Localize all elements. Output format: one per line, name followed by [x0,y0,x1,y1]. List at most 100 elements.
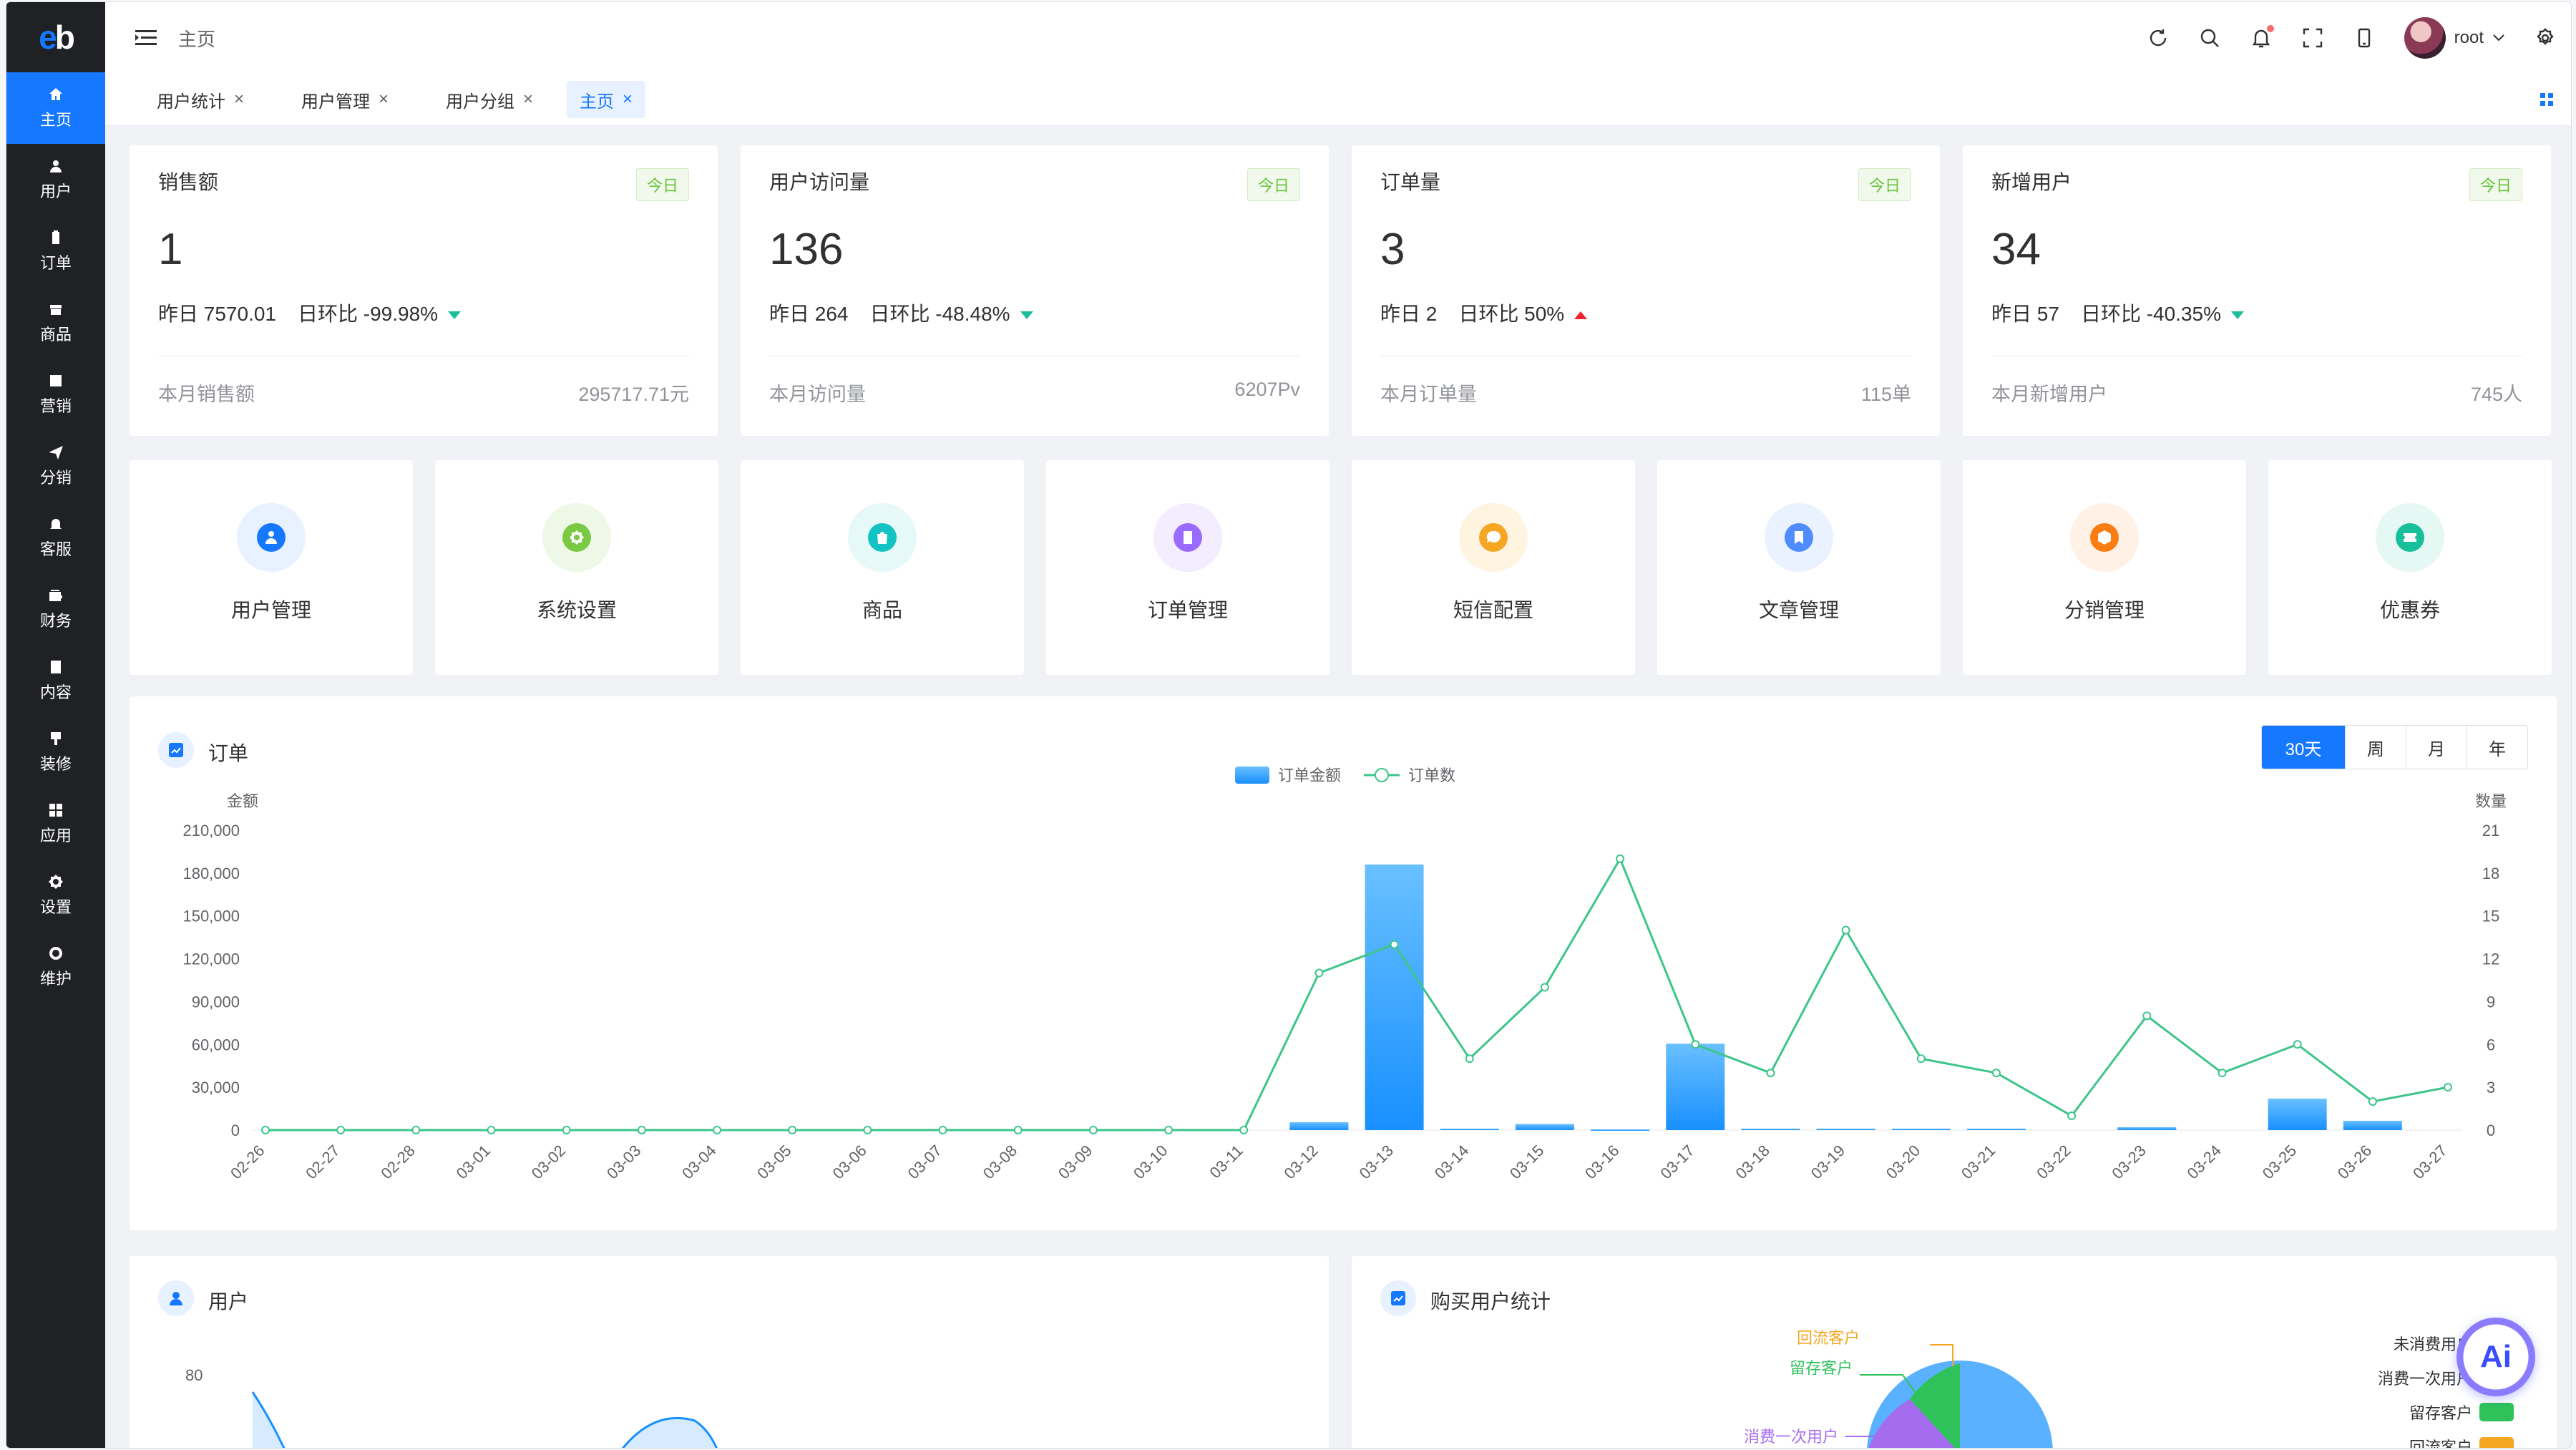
chart-point [1239,1126,1249,1134]
buyer-pie-chart: 回流客户 留存客户 消费一次用户 [1744,1329,2053,1448]
sidebar-item-0[interactable]: 主页 [6,72,105,144]
order-section-title: 订单 [208,742,249,764]
x-tick-label: 03-27 [2409,1142,2450,1182]
chart-icon [50,375,62,386]
brush-icon [51,732,61,745]
y-tick-label: 180,000 [182,865,240,882]
chart-point [1616,854,1625,863]
chart-point [1164,1126,1174,1134]
buyer-label-retain: 留存客户 [1790,1359,1853,1377]
tab-1[interactable]: 用户管理 × [288,81,401,118]
sidebar-item-6[interactable]: 客服 [6,502,105,573]
y-tick-label: 60,000 [192,1036,240,1054]
range-option-3[interactable]: 年 [2467,726,2527,769]
tab-label: 用户分组 [446,92,514,112]
shortcut-icon-wrap [2070,503,2139,572]
buyer-legend-item[interactable]: 留存客户 [2409,1401,2514,1424]
sidebar-item-12[interactable]: 维护 [6,931,105,1003]
sidebar-item-4[interactable]: 营销 [6,359,105,430]
tab-grid-icon[interactable] [2538,91,2555,108]
sidebar-item-7[interactable]: 财务 [6,573,105,645]
stat-foot-label: 本月访问量 [769,384,866,405]
order-chart-card: 订单 30天周月年 金额 数量 0 30,000 60,000 90,000 120,000… [130,696,2557,1230]
x-tick-label: 03-05 [753,1142,794,1182]
chart-bar [2117,1127,2177,1130]
range-option-2[interactable]: 月 [2406,726,2467,769]
mobile-icon[interactable] [2353,26,2376,49]
range-option-0[interactable]: 30天 [2262,726,2345,769]
clipboard-icon [52,230,59,244]
stat-value: 136 [769,225,844,274]
chevron-down-icon [2493,34,2504,42]
stat-foot-value: 745人 [2470,384,2522,405]
y-tick-label: 30,000 [192,1079,240,1096]
stat-yesterday: 昨日 264 [769,303,849,325]
sidebar-item-10[interactable]: 应用 [6,788,105,860]
sidebar-item-9[interactable]: 装修 [6,716,105,788]
user-menu[interactable]: root [2404,17,2505,59]
ai-assistant-button[interactable]: Ai [2457,1318,2535,1396]
tab-2[interactable]: 用户分组 × [433,81,546,118]
sidebar-item-11[interactable]: 设置 [6,860,105,931]
stat-compare: 昨日 57 日环比 -40.35% [1991,298,2245,327]
close-icon[interactable]: × [379,89,389,109]
sidebar-item-2[interactable]: 订单 [6,215,105,287]
tab-0[interactable]: 用户统计 × [144,81,257,118]
stat-title: 销售额 [158,171,219,193]
shortcut-card[interactable]: 订单管理 [1046,460,1330,675]
stat-ratio: 日环比 -99.98% [298,303,439,325]
shortcut-label: 商品 [862,599,902,621]
chart-bar [1741,1129,1800,1131]
buyer-legend-item[interactable]: 回流客户 [2409,1435,2514,1448]
x-tick-label: 03-14 [1431,1142,1472,1182]
close-icon[interactable]: × [523,89,534,109]
breadcrumb[interactable]: 主页 [178,28,216,50]
legend-line-dot [1375,768,1389,782]
document-icon [51,661,61,673]
refresh-icon[interactable] [2147,26,2170,49]
shortcut-card[interactable]: 商品 [741,460,1024,675]
sidebar-item-5[interactable]: 分销 [6,430,105,502]
legend-swatch [2479,1437,2514,1448]
chart-bar [2268,1099,2327,1130]
chart-bar [1966,1129,2026,1131]
stat-ratio: 日环比 50% [1458,303,1565,325]
fullscreen-icon[interactable] [2301,26,2324,49]
sidebar-item-1[interactable]: 用户 [6,144,105,215]
x-tick-label: 03-23 [2108,1142,2149,1182]
settings-icon[interactable] [2534,26,2557,49]
tab-3[interactable]: 主页 × [567,81,646,118]
bookmark-icon [1795,531,1803,544]
menu-toggle-icon[interactable] [134,28,158,48]
y2-tick-label: 18 [2482,865,2499,882]
y-axis-title: 金额 [227,792,258,810]
search-icon[interactable] [2198,26,2221,49]
tab-label: 主页 [580,92,614,112]
y-tick-label: 0 [231,1121,240,1139]
chart-bar [1440,1129,1499,1131]
wrench-icon [49,947,63,960]
bell-icon[interactable] [2250,25,2274,49]
x-tick-label: 02-28 [377,1142,418,1182]
stat-foot-label: 本月订单量 [1380,384,1477,405]
shortcut-label: 文章管理 [1758,599,1839,621]
x-tick-label: 03-19 [1807,1142,1848,1182]
sidebar-item-3[interactable]: 商品 [6,287,105,359]
chart-point [863,1126,872,1134]
shortcut-card[interactable]: 优惠券 [2268,460,2552,675]
buyer-stats-card: 购买用户统计 回流客户 留存客户 消费一次用户 未消费用户 消费一次用户 留存客户回… [1352,1256,2557,1448]
shortcut-card[interactable]: 文章管理 [1657,460,1941,675]
shortcut-card[interactable]: 分销管理 [1963,460,2246,675]
shortcut-card[interactable]: 短信配置 [1352,460,1635,675]
chart-point [1916,1054,1926,1064]
grid-icon [49,804,62,817]
sidebar-item-8[interactable]: 内容 [6,645,105,716]
close-icon[interactable]: × [623,89,633,109]
shortcut-card[interactable]: 系统设置 [435,460,718,675]
close-icon[interactable]: × [234,89,245,109]
shortcut-card[interactable]: 用户管理 [130,460,413,675]
range-option-1[interactable]: 周 [2345,726,2406,769]
order-chart: 金额 数量030,00060,00090,000120,000150,000180… [182,767,2507,1182]
